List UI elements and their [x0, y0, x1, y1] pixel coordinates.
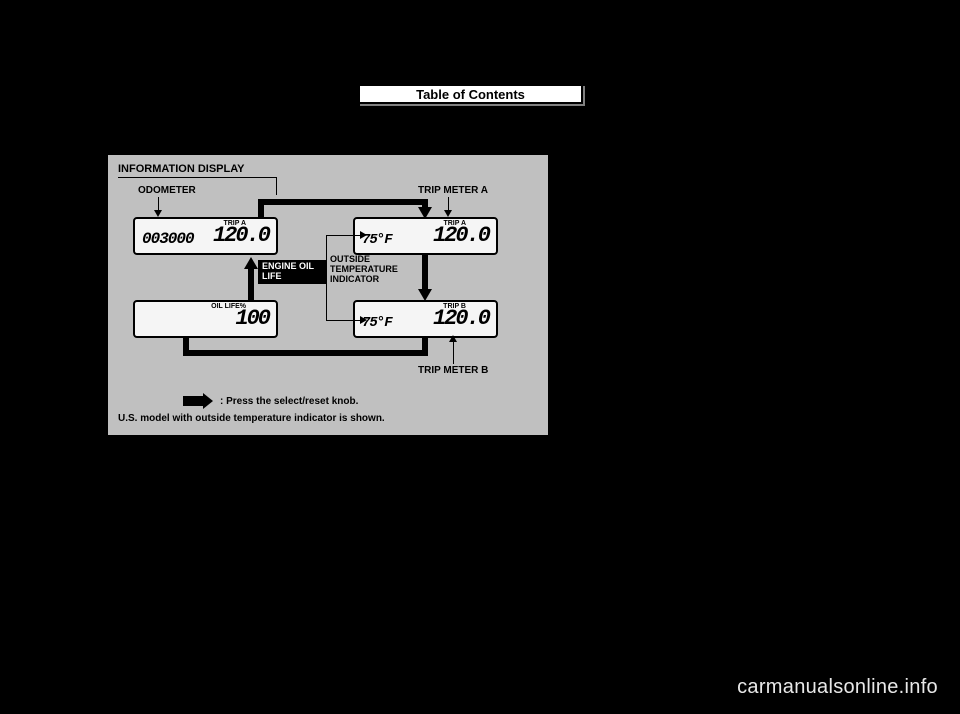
flow-seg [422, 255, 428, 291]
trip-b-pointer [449, 335, 457, 342]
flow-seg [258, 199, 428, 205]
outside-temp-line3: INDICATOR [330, 275, 398, 285]
odometer-label: ODOMETER [138, 185, 196, 196]
footnote-text: U.S. model with outside temperature indi… [118, 413, 385, 424]
lcd3-oil-value: 100 [235, 306, 269, 331]
watermark-text: carmanualsonline.info [737, 676, 938, 699]
trip-meter-b-label: TRIP METER B [418, 365, 488, 376]
flow-seg [183, 338, 189, 356]
lcd1-odometer-value: 003000 [142, 230, 194, 248]
temp-leader-h2 [326, 320, 361, 321]
legend-arrow-icon [183, 393, 213, 409]
odometer-leader [158, 197, 159, 211]
temp-pointer1 [360, 231, 367, 239]
lcd-temp-trip-a: TRIP A 75°F 120.0 [353, 217, 498, 255]
flow-arrow-down-icon [418, 207, 432, 219]
odometer-pointer [154, 210, 162, 217]
title-underline [118, 177, 276, 178]
temp-pointer2 [360, 316, 367, 324]
engine-oil-life-box: ENGINE OIL LIFE [258, 260, 326, 284]
lcd1-trip-value: 120.0 [213, 223, 269, 248]
trip-b-leader [453, 340, 454, 364]
toc-label: Table of Contents [416, 87, 525, 102]
toc-button[interactable]: Table of Contents [358, 84, 583, 104]
information-display-diagram: INFORMATION DISPLAY ODOMETER TRIP METER … [108, 155, 548, 435]
engine-oil-line2: LIFE [262, 272, 322, 282]
trip-a-leader [448, 197, 449, 211]
lcd-oil-life: OIL LIFE% 100 [133, 300, 278, 338]
lcd4-trip-value: 120.0 [433, 306, 489, 331]
title-leader [276, 177, 277, 195]
outside-temp-label: OUTSIDE TEMPERATURE INDICATOR [330, 255, 398, 285]
temp-leader-h1 [326, 235, 361, 236]
lcd-temp-trip-b: TRIP B 75°F 120.0 [353, 300, 498, 338]
flow-arrow-up-icon [244, 257, 258, 269]
lcd2-trip-value: 120.0 [433, 223, 489, 248]
legend-text: : Press the select/reset knob. [220, 396, 358, 407]
trip-a-pointer [444, 210, 452, 217]
diagram-title: INFORMATION DISPLAY [118, 163, 245, 175]
temp-leader-v [326, 235, 327, 320]
flow-seg [248, 267, 254, 300]
trip-meter-a-label: TRIP METER A [418, 185, 488, 196]
flow-seg [183, 350, 428, 356]
lcd-odometer-trip-a: TRIP A 003000 120.0 [133, 217, 278, 255]
flow-arrow-down-icon [418, 289, 432, 301]
